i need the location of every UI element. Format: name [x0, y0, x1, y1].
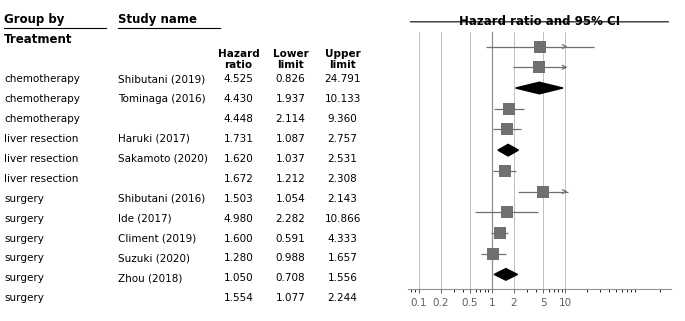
- Text: 2.244: 2.244: [327, 293, 358, 303]
- Text: liver resection: liver resection: [4, 154, 78, 164]
- Text: Upper
limit: Upper limit: [325, 48, 360, 70]
- Text: surgery: surgery: [4, 253, 44, 264]
- Text: 2.143: 2.143: [327, 194, 358, 204]
- Text: 1.554: 1.554: [223, 293, 253, 303]
- Point: [503, 106, 514, 111]
- Text: Hazard
ratio: Hazard ratio: [218, 48, 260, 70]
- Text: Suzuki (2020): Suzuki (2020): [119, 253, 190, 264]
- Text: 10.133: 10.133: [325, 94, 361, 104]
- Text: liver resection: liver resection: [4, 174, 78, 184]
- Text: surgery: surgery: [4, 213, 44, 224]
- Point: [494, 230, 505, 236]
- Text: surgery: surgery: [4, 194, 44, 204]
- Text: chemotherapy: chemotherapy: [4, 94, 80, 104]
- Text: 0.708: 0.708: [276, 273, 306, 283]
- Text: 2.114: 2.114: [275, 114, 306, 124]
- Text: Haruki (2017): Haruki (2017): [119, 134, 190, 144]
- Point: [534, 44, 545, 49]
- Text: 4.448: 4.448: [223, 114, 253, 124]
- Text: Shibutani (2019): Shibutani (2019): [119, 74, 206, 84]
- Point: [501, 210, 512, 215]
- Text: 1.280: 1.280: [223, 253, 253, 264]
- Text: Ide (2017): Ide (2017): [119, 213, 172, 224]
- Text: 0.591: 0.591: [275, 233, 306, 244]
- Text: 4.525: 4.525: [223, 74, 253, 84]
- Polygon shape: [516, 82, 563, 94]
- Text: Study name: Study name: [119, 13, 197, 26]
- Text: 1.054: 1.054: [275, 194, 306, 204]
- Point: [538, 189, 549, 194]
- Title: Hazard ratio and 95% CI: Hazard ratio and 95% CI: [459, 15, 620, 28]
- Text: chemotherapy: chemotherapy: [4, 74, 80, 84]
- Text: 1.087: 1.087: [275, 134, 306, 144]
- Text: 0.988: 0.988: [275, 253, 306, 264]
- Text: surgery: surgery: [4, 273, 44, 283]
- Text: 2.282: 2.282: [275, 213, 306, 224]
- Text: 1.937: 1.937: [275, 94, 306, 104]
- Point: [499, 168, 510, 173]
- Text: 1.600: 1.600: [223, 233, 253, 244]
- Text: 0.826: 0.826: [275, 74, 306, 84]
- Text: Climent (2019): Climent (2019): [119, 233, 197, 244]
- Point: [501, 127, 512, 132]
- Text: 1.620: 1.620: [223, 154, 253, 164]
- Text: 2.757: 2.757: [327, 134, 358, 144]
- Text: Treatment: Treatment: [4, 33, 73, 46]
- Text: 1.672: 1.672: [223, 174, 253, 184]
- Text: 2.308: 2.308: [327, 174, 358, 184]
- Text: surgery: surgery: [4, 293, 44, 303]
- Text: 1.503: 1.503: [223, 194, 253, 204]
- Point: [488, 251, 499, 256]
- Point: [534, 65, 545, 70]
- Text: 10.866: 10.866: [325, 213, 361, 224]
- Text: Zhou (2018): Zhou (2018): [119, 273, 183, 283]
- Text: liver resection: liver resection: [4, 134, 78, 144]
- Text: 1.731: 1.731: [223, 134, 253, 144]
- Text: Group by: Group by: [4, 13, 64, 26]
- Text: 1.050: 1.050: [223, 273, 253, 283]
- Text: 1.657: 1.657: [327, 253, 358, 264]
- Text: 4.430: 4.430: [223, 94, 253, 104]
- Text: chemotherapy: chemotherapy: [4, 114, 80, 124]
- Text: 2.531: 2.531: [327, 154, 358, 164]
- Text: 4.980: 4.980: [223, 213, 253, 224]
- Polygon shape: [494, 269, 518, 280]
- Text: 1.077: 1.077: [275, 293, 306, 303]
- Polygon shape: [498, 144, 519, 156]
- Text: surgery: surgery: [4, 233, 44, 244]
- Text: Lower
limit: Lower limit: [273, 48, 308, 70]
- Text: 4.333: 4.333: [327, 233, 358, 244]
- Text: Sakamoto (2020): Sakamoto (2020): [119, 154, 208, 164]
- Text: Shibutani (2016): Shibutani (2016): [119, 194, 206, 204]
- Text: 1.212: 1.212: [275, 174, 306, 184]
- Text: 1.556: 1.556: [327, 273, 358, 283]
- Text: Tominaga (2016): Tominaga (2016): [119, 94, 206, 104]
- Text: 24.791: 24.791: [325, 74, 361, 84]
- Text: 1.037: 1.037: [275, 154, 306, 164]
- Text: 9.360: 9.360: [327, 114, 358, 124]
